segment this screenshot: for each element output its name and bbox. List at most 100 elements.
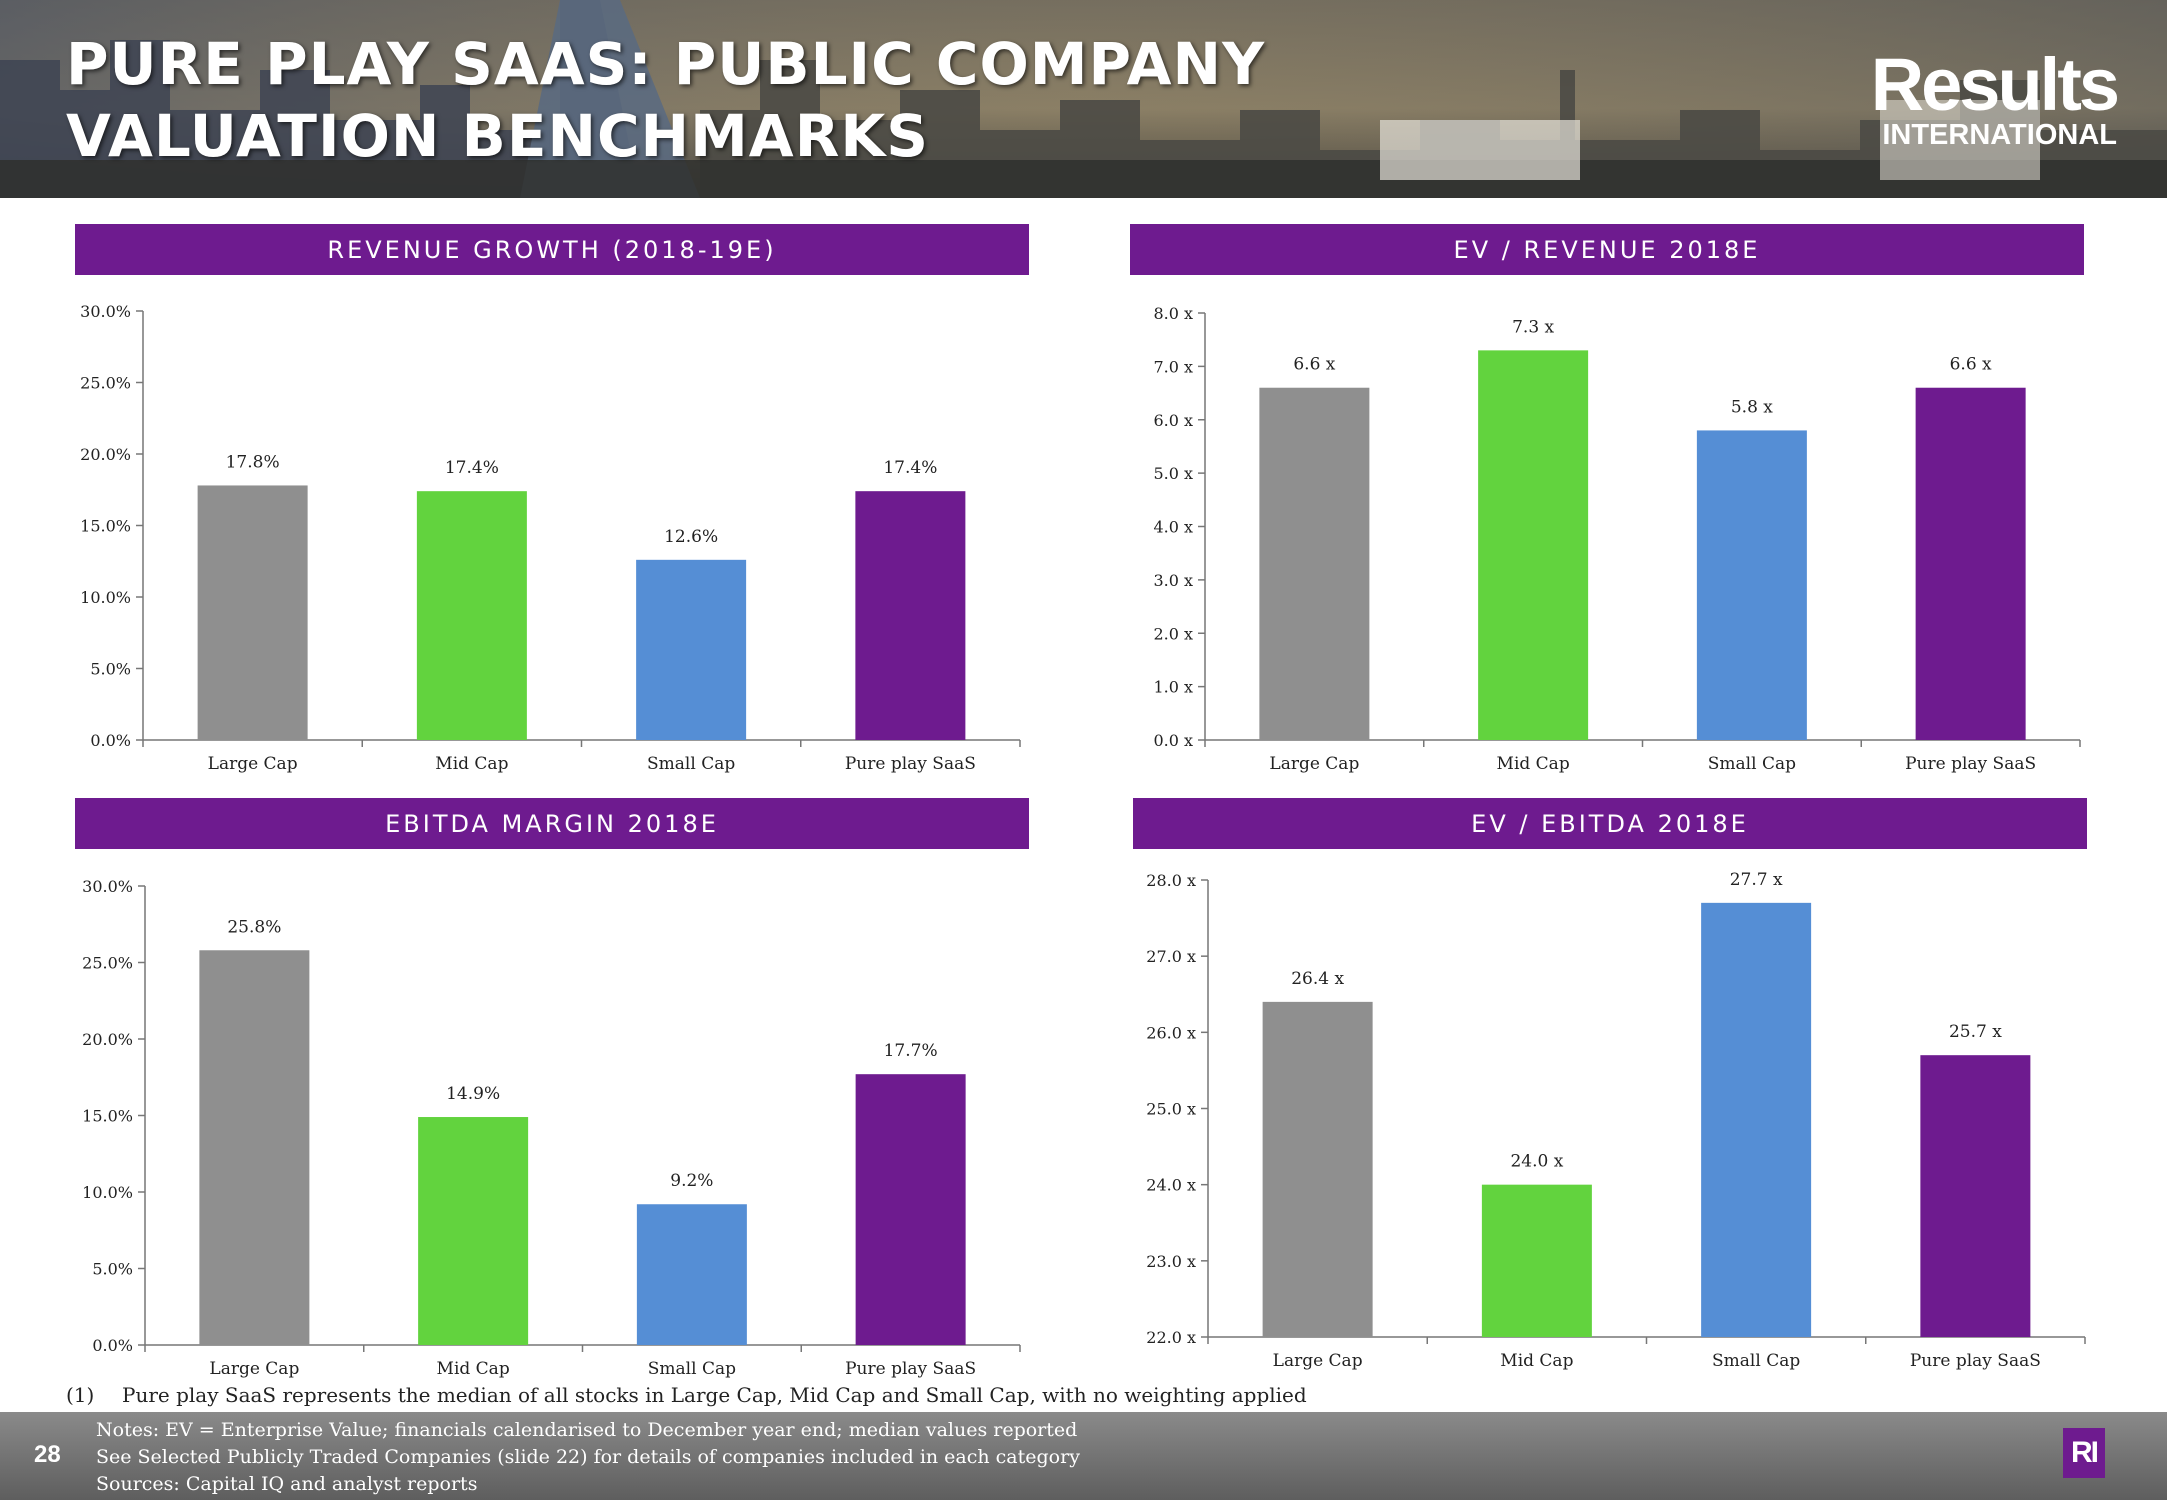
category-label: Small Cap (647, 754, 735, 774)
category-label: Pure play SaaS (1905, 754, 2036, 774)
data-label: 7.3 x (1512, 317, 1554, 337)
bar (636, 1204, 747, 1345)
bar (1915, 387, 2026, 740)
ev-revenue-svg: 0.0 x 1.0 x 2.0 x 3.0 x 4.0 x 5.0 x 6.0 x 7.0 x… (1153, 304, 2081, 774)
category-label: Small Cap (648, 1359, 736, 1379)
data-label: 5.8 x (1731, 397, 1773, 417)
category-label: Mid Cap (437, 1359, 510, 1379)
y-tick-label: 25.0% (80, 374, 131, 393)
header-banner (0, 0, 2167, 198)
category-label: Large Cap (208, 754, 298, 774)
bar (855, 1074, 966, 1345)
y-tick-label: 5.0 x (1153, 464, 1193, 483)
ebitda-margin-header: EBITDA MARGIN 2018E (75, 798, 1029, 849)
revenue-growth-chart: 0.0% 5.0% 10.0% 15.0% 20.0% 25.0% 30.0% 17.8% La… (60, 295, 1040, 785)
y-tick-label: 25.0 x (1146, 1100, 1196, 1119)
y-tick-label: 3.0 x (1153, 571, 1193, 590)
y-tick-label: 28.0 x (1146, 871, 1196, 890)
bar (1478, 350, 1589, 740)
category-label: Small Cap (1712, 1351, 1800, 1371)
bar (1259, 387, 1370, 740)
y-tick-label: 23.0 x (1146, 1252, 1196, 1271)
notes-line-2: See Selected Publicly Traded Companies (… (96, 1446, 1080, 1468)
bar (855, 491, 966, 740)
y-tick-label: 15.0% (80, 517, 131, 536)
y-tick-label: 26.0 x (1146, 1023, 1196, 1042)
ebitda-margin-svg: 0.0% 5.0% 10.0% 15.0% 20.0% 25.0% 30.0% 25.8% La… (82, 877, 1021, 1379)
y-tick-label: 7.0 x (1153, 357, 1193, 376)
y-tick-label: 27.0 x (1146, 947, 1196, 966)
ev-ebitda-header: EV / EBITDA 2018E (1133, 798, 2087, 849)
y-tick-label: 22.0 x (1146, 1328, 1196, 1347)
category-label: Large Cap (1269, 754, 1359, 774)
y-tick-label: 24.0 x (1146, 1176, 1196, 1195)
ri-logo-icon: RI (2063, 1428, 2105, 1478)
y-tick-label: 5.0% (90, 660, 131, 679)
y-tick-label: 8.0 x (1153, 304, 1193, 323)
y-tick-label: 0.0% (90, 731, 131, 750)
bar (418, 1117, 529, 1345)
bar (1920, 1055, 2031, 1337)
skyline-image (0, 0, 2167, 198)
ev-ebitda-svg: 22.0 x 23.0 x 24.0 x 25.0 x 26.0 x 27.0 x 28.0… (1146, 870, 2086, 1371)
data-label: 9.2% (670, 1171, 713, 1191)
revenue-growth-svg: 0.0% 5.0% 10.0% 15.0% 20.0% 25.0% 30.0% 17.8% La… (80, 302, 1021, 774)
category-label: Pure play SaaS (1910, 1351, 2041, 1371)
category-label: Mid Cap (1497, 754, 1570, 774)
y-tick-label: 4.0 x (1153, 518, 1193, 537)
data-label: 17.4% (445, 458, 499, 478)
results-international-logo: Results INTERNATIONAL (1857, 43, 2120, 151)
y-tick-label: 0.0 x (1153, 731, 1193, 750)
bar (1696, 430, 1807, 740)
y-tick-label: 25.0% (82, 954, 133, 973)
y-tick-label: 5.0% (92, 1260, 133, 1279)
data-label: 24.0 x (1510, 1152, 1563, 1172)
data-label: 17.4% (883, 458, 937, 478)
data-label: 26.4 x (1291, 969, 1344, 989)
logo-international-text: INTERNATIONAL (1882, 119, 2117, 151)
data-label: 6.6 x (1293, 355, 1335, 375)
y-tick-label: 30.0% (82, 877, 133, 896)
page-title: PURE PLAY SAAS: PUBLIC COMPANY VALUATION… (66, 30, 1266, 170)
y-tick-label: 30.0% (80, 302, 131, 321)
bar (416, 491, 527, 740)
data-label: 27.7 x (1730, 870, 1783, 890)
footnote-number: (1) (66, 1383, 95, 1407)
data-label: 25.8% (227, 917, 281, 937)
page-number: 28 (34, 1441, 61, 1468)
bar (199, 950, 310, 1345)
ev-revenue-chart: 0.0 x 1.0 x 2.0 x 3.0 x 4.0 x 5.0 x 6.0 x 7.0 x… (1110, 295, 2090, 785)
ev-revenue-header: EV / REVENUE 2018E (1130, 224, 2084, 275)
y-tick-label: 10.0% (80, 588, 131, 607)
bar (1481, 1184, 1592, 1337)
y-tick-label: 15.0% (82, 1107, 133, 1126)
y-tick-label: 6.0 x (1153, 411, 1193, 430)
notes-line-3: Sources: Capital IQ and analyst reports (96, 1473, 478, 1495)
ebitda-margin-chart: 0.0% 5.0% 10.0% 15.0% 20.0% 25.0% 30.0% 25.8% La… (60, 870, 1040, 1380)
category-label: Large Cap (1273, 1351, 1363, 1371)
category-label: Pure play SaaS (845, 754, 976, 774)
y-tick-label: 2.0 x (1153, 624, 1193, 643)
data-label: 17.7% (884, 1041, 938, 1061)
y-tick-label: 20.0% (80, 445, 131, 464)
y-tick-label: 0.0% (92, 1336, 133, 1355)
notes-line-1: Notes: EV = Enterprise Value; financials… (96, 1419, 1078, 1441)
data-label: 6.6 x (1950, 355, 1992, 375)
footer-bar (0, 1412, 2167, 1500)
revenue-growth-header: REVENUE GROWTH (2018-19E) (75, 224, 1029, 275)
category-label: Large Cap (209, 1359, 299, 1379)
category-label: Small Cap (1708, 754, 1796, 774)
category-label: Pure play SaaS (845, 1359, 976, 1379)
footer-notes: Notes: EV = Enterprise Value; financials… (96, 1417, 1080, 1498)
logo-results-text: Results (1870, 43, 2120, 126)
data-label: 12.6% (664, 527, 718, 547)
bar (636, 559, 747, 740)
footnote-text: Pure play SaaS represents the median of … (122, 1383, 1307, 1407)
bar (1701, 902, 1812, 1337)
data-label: 17.8% (226, 452, 280, 472)
category-label: Mid Cap (435, 754, 508, 774)
data-label: 25.7 x (1949, 1022, 2002, 1042)
bar (1262, 1001, 1373, 1337)
footnote: (1) Pure play SaaS represents the median … (66, 1383, 1307, 1407)
y-tick-label: 10.0% (82, 1183, 133, 1202)
